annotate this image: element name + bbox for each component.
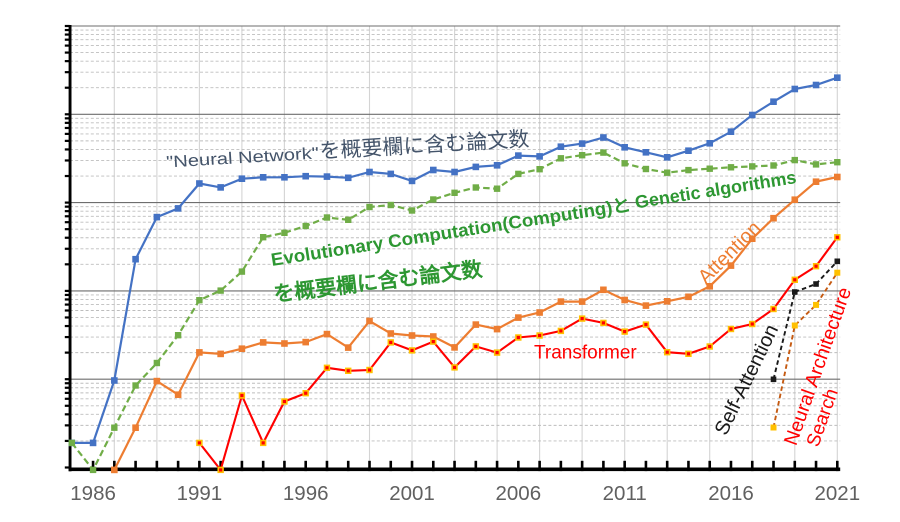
svg-text:2016: 2016: [708, 482, 754, 505]
svg-text:1996: 1996: [283, 482, 329, 505]
svg-text:1986: 1986: [70, 482, 116, 505]
svg-text:1991: 1991: [177, 482, 223, 505]
svg-text:2021: 2021: [814, 482, 860, 505]
svg-text:2001: 2001: [389, 482, 435, 505]
svg-text:2006: 2006: [495, 482, 541, 505]
svg-text:Transformer: Transformer: [534, 343, 637, 364]
svg-text:2011: 2011: [603, 482, 647, 505]
